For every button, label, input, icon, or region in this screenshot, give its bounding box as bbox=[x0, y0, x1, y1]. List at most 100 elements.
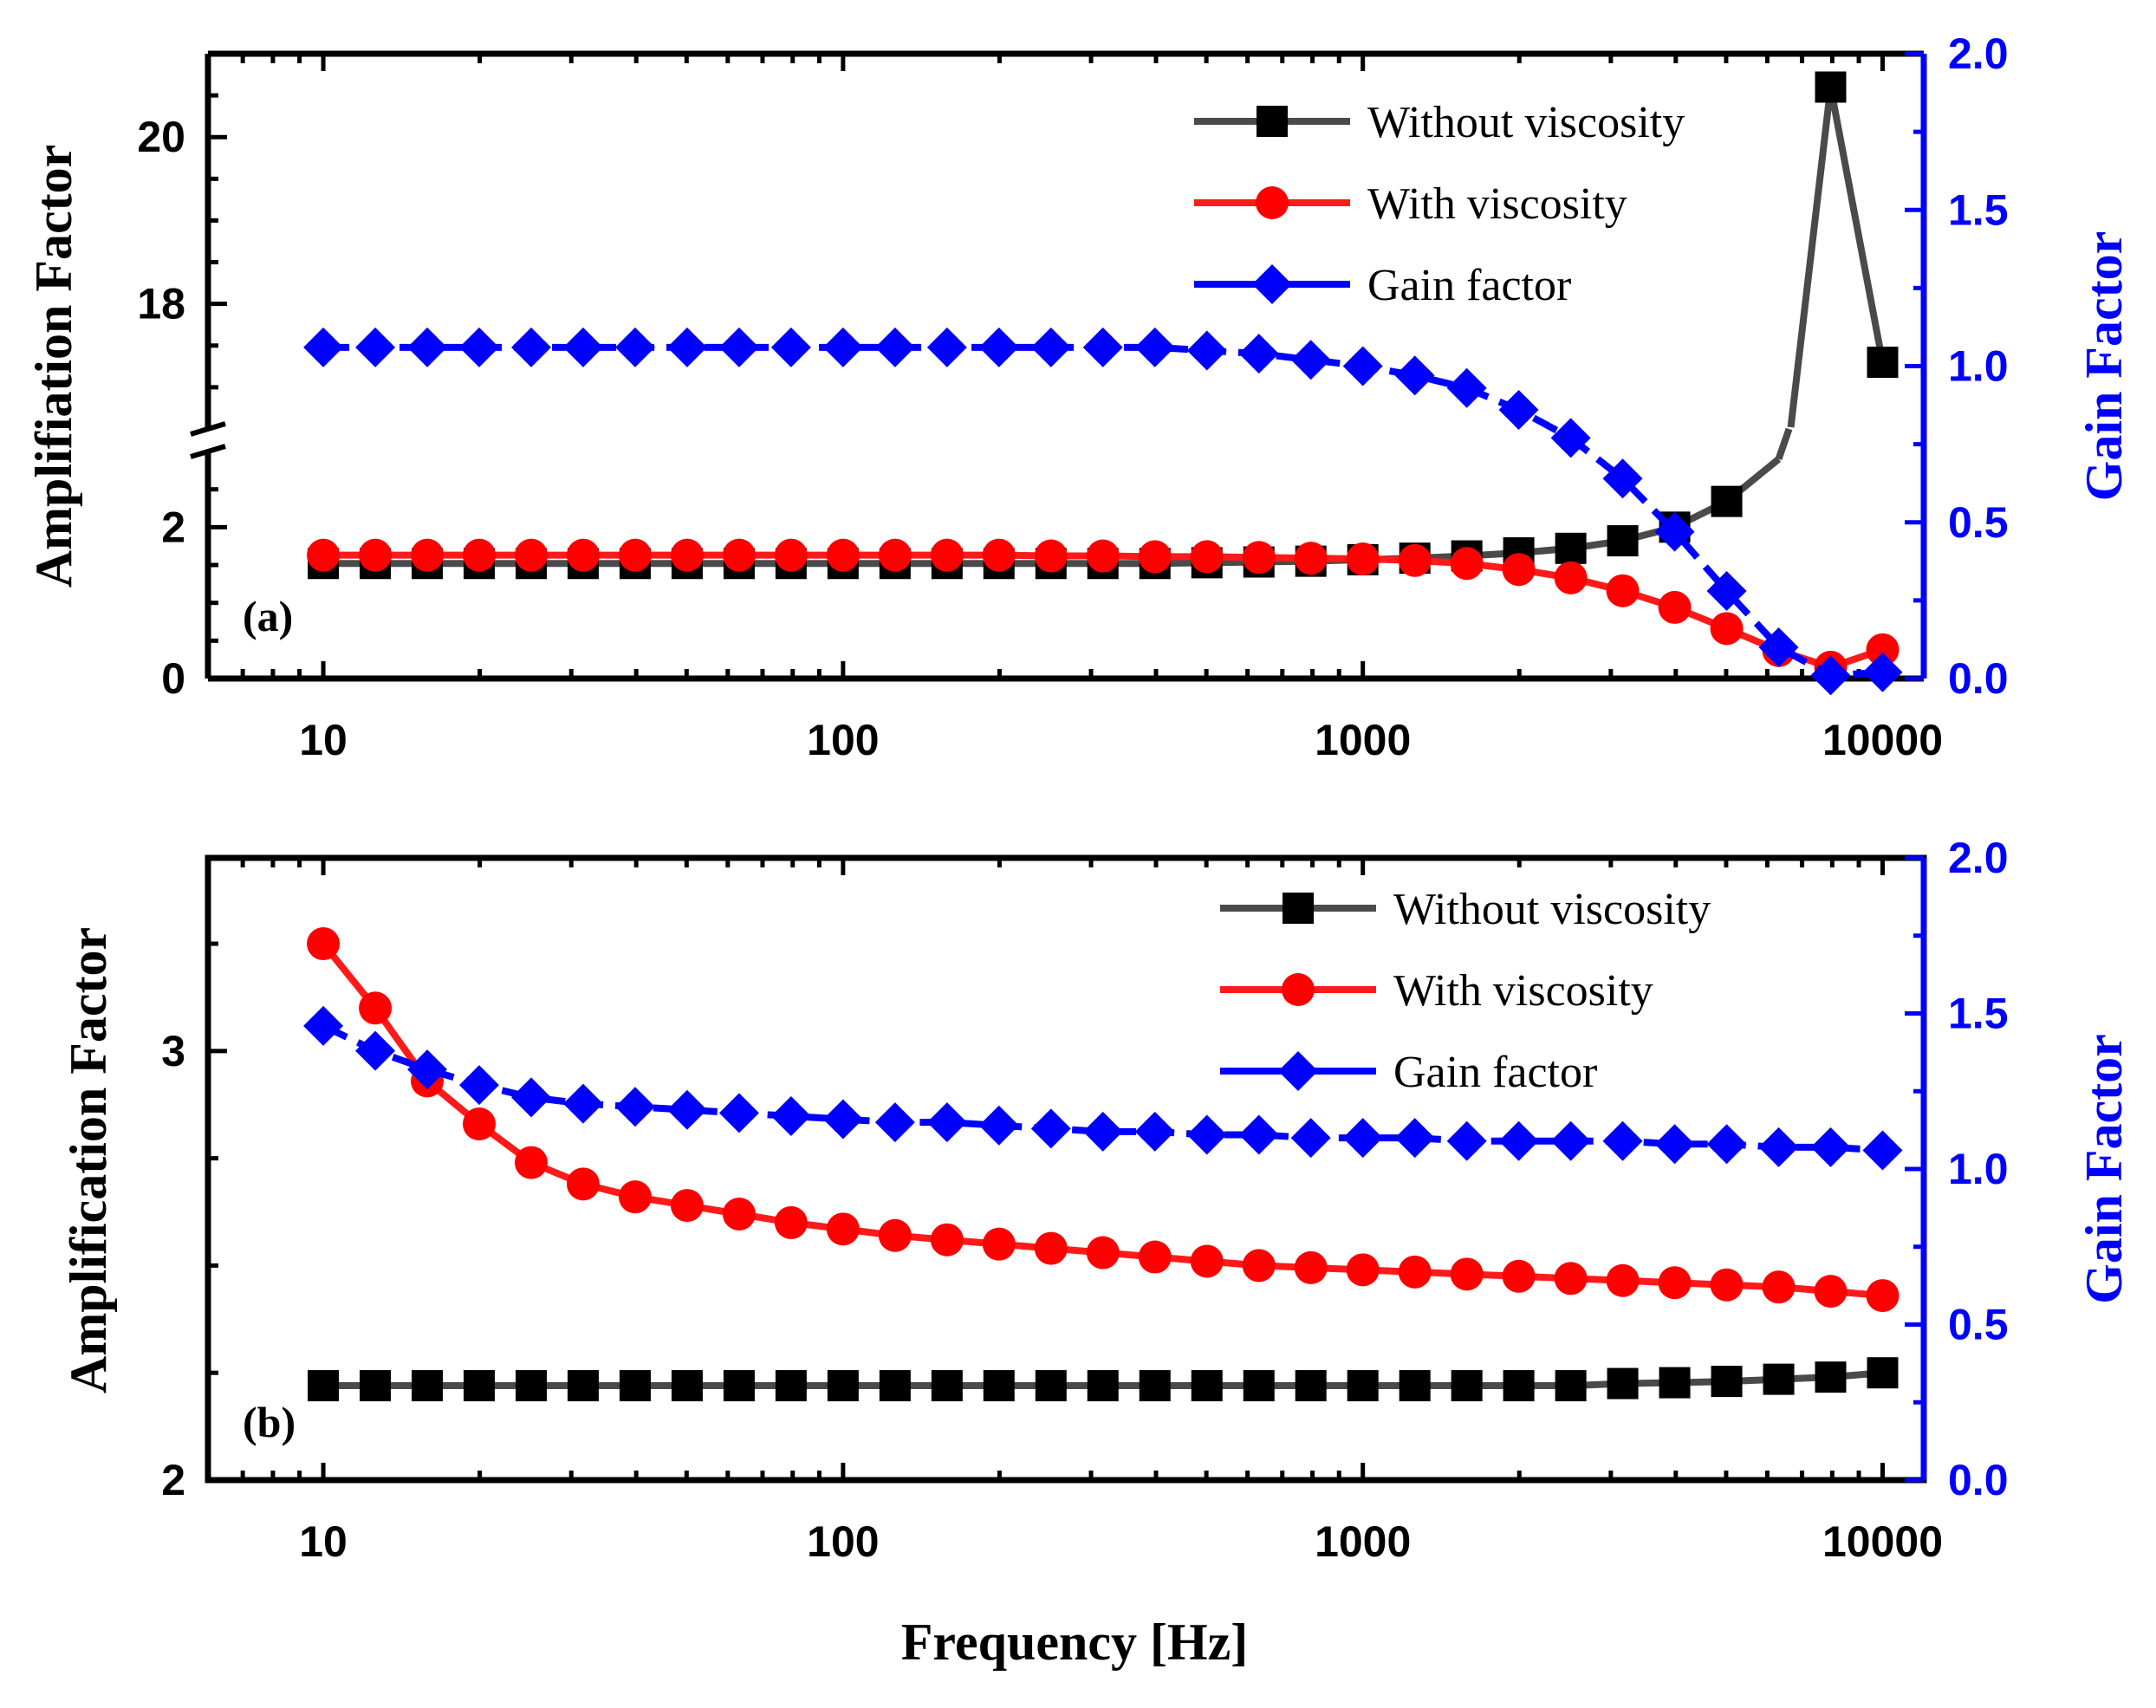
marker-diamond-a-2-5 bbox=[562, 327, 603, 367]
axis-break-mark bbox=[190, 421, 226, 437]
marker-diamond-a-2-12 bbox=[926, 327, 967, 367]
marker-diamond-b-2-10 bbox=[822, 1099, 863, 1140]
marker-diamond-a-2-24 bbox=[1550, 418, 1591, 458]
x-tick-label: 10000 bbox=[1822, 1517, 1943, 1566]
marker-square-b-0-30 bbox=[1867, 1357, 1899, 1389]
marker-diamond-a-2-29 bbox=[1810, 655, 1851, 696]
marker-circle-a-1-3 bbox=[462, 538, 496, 572]
marker-circle-b-1-0 bbox=[307, 927, 341, 961]
marker-circle-a-1-22 bbox=[1450, 547, 1484, 581]
marker-diamond-a-2-11 bbox=[874, 327, 915, 367]
panel-b: 10 100 1000 10000 2 3 Amplification Factor 0.0 0… bbox=[60, 834, 2133, 1566]
marker-diamond-a-2-9 bbox=[770, 327, 811, 367]
marker-circle-b-1-24 bbox=[1554, 1262, 1588, 1296]
marker-circle-legend-1 bbox=[1256, 186, 1289, 219]
marker-circle-a-1-12 bbox=[930, 538, 964, 572]
panel-label: (b) bbox=[243, 1398, 295, 1446]
marker-diamond-b-2-15 bbox=[1082, 1111, 1123, 1152]
marker-circle-b-1-28 bbox=[1762, 1270, 1796, 1304]
marker-diamond-b-2-16 bbox=[1134, 1111, 1175, 1152]
marker-circle-a-1-1 bbox=[359, 538, 393, 572]
marker-square-legend-0 bbox=[1257, 106, 1288, 137]
marker-diamond-a-2-0 bbox=[303, 327, 344, 367]
marker-diamond-b-2-18 bbox=[1238, 1114, 1279, 1155]
marker-diamond-a-2-8 bbox=[718, 327, 759, 367]
marker-diamond-b-2-0 bbox=[303, 1005, 344, 1046]
left-tick-label: 3 bbox=[161, 1027, 185, 1075]
marker-circle-a-1-20 bbox=[1346, 542, 1380, 576]
marker-circle-b-1-22 bbox=[1450, 1257, 1484, 1291]
marker-circle-b-1-25 bbox=[1606, 1263, 1640, 1297]
marker-square-b-0-9 bbox=[775, 1370, 807, 1402]
marker-diamond-a-2-18 bbox=[1238, 334, 1279, 374]
marker-circle-a-1-14 bbox=[1034, 539, 1068, 573]
right-tick-label: 2.0 bbox=[1948, 29, 2009, 78]
marker-circle-a-1-25 bbox=[1606, 574, 1640, 607]
legend-label: Gain factor bbox=[1367, 261, 1571, 310]
x-tick-label: 10000 bbox=[1822, 716, 1943, 764]
marker-diamond-b-2-26 bbox=[1654, 1124, 1695, 1165]
marker-square-b-0-4 bbox=[516, 1370, 548, 1402]
marker-diamond-legend-2 bbox=[1252, 264, 1292, 304]
marker-diamond-b-2-2 bbox=[407, 1049, 448, 1090]
marker-circle-a-1-6 bbox=[618, 538, 652, 572]
marker-diamond-a-2-30 bbox=[1862, 652, 1903, 692]
marker-circle-b-1-17 bbox=[1190, 1244, 1224, 1278]
marker-diamond-b-2-5 bbox=[562, 1083, 603, 1124]
right-tick-label: 1.0 bbox=[1948, 1145, 2009, 1193]
legend-label: Without viscosity bbox=[1367, 98, 1685, 147]
marker-circle-a-1-23 bbox=[1502, 553, 1536, 587]
marker-diamond-a-2-27 bbox=[1706, 571, 1747, 612]
marker-square-b-0-11 bbox=[879, 1370, 911, 1402]
x-tick-label: 10 bbox=[299, 1517, 347, 1566]
marker-diamond-a-2-3 bbox=[458, 327, 499, 367]
left-tick-label: 0 bbox=[161, 654, 185, 703]
marker-circle-a-1-0 bbox=[307, 538, 341, 572]
marker-square-a-0-25 bbox=[1607, 525, 1639, 557]
marker-circle-a-1-15 bbox=[1086, 539, 1120, 573]
panel-label: (a) bbox=[243, 592, 293, 640]
marker-circle-b-1-21 bbox=[1398, 1255, 1432, 1289]
marker-circle-b-1-23 bbox=[1502, 1259, 1536, 1293]
marker-diamond-b-2-9 bbox=[770, 1095, 811, 1136]
marker-square-b-0-7 bbox=[671, 1370, 703, 1402]
marker-square-b-0-8 bbox=[723, 1370, 755, 1402]
marker-circle-a-1-13 bbox=[982, 538, 1016, 572]
marker-square-b-0-18 bbox=[1243, 1370, 1275, 1402]
right-tick-label: 0.0 bbox=[1948, 1456, 2009, 1504]
marker-diamond-a-2-20 bbox=[1342, 346, 1383, 386]
left-tick-label: 18 bbox=[137, 280, 185, 328]
marker-diamond-a-2-17 bbox=[1186, 330, 1227, 371]
marker-circle-b-1-13 bbox=[982, 1227, 1016, 1261]
marker-circle-b-1-5 bbox=[566, 1167, 600, 1201]
marker-diamond-a-2-6 bbox=[614, 327, 655, 367]
marker-circle-b-1-16 bbox=[1138, 1240, 1172, 1274]
right-tick-label: 2.0 bbox=[1948, 834, 2009, 882]
marker-square-b-0-12 bbox=[931, 1370, 963, 1402]
marker-diamond-a-2-25 bbox=[1602, 458, 1643, 499]
marker-diamond-b-2-21 bbox=[1394, 1118, 1435, 1159]
marker-circle-a-1-16 bbox=[1138, 540, 1172, 574]
marker-square-b-0-23 bbox=[1503, 1370, 1535, 1402]
marker-circle-a-1-21 bbox=[1398, 543, 1432, 577]
marker-diamond-b-2-29 bbox=[1810, 1127, 1851, 1167]
marker-circle-b-1-15 bbox=[1086, 1236, 1120, 1270]
marker-diamond-b-2-28 bbox=[1758, 1127, 1799, 1167]
marker-diamond-a-2-7 bbox=[666, 327, 707, 367]
marker-circle-b-1-29 bbox=[1814, 1275, 1848, 1309]
right-tick-label: 0.0 bbox=[1948, 654, 2009, 703]
marker-circle-a-1-5 bbox=[566, 538, 600, 572]
left-axis-title: Amplifiation Factor bbox=[25, 145, 82, 588]
marker-diamond-b-2-13 bbox=[978, 1105, 1019, 1146]
marker-diamond-legend-2 bbox=[1278, 1051, 1318, 1091]
marker-diamond-b-2-17 bbox=[1186, 1114, 1227, 1155]
marker-circle-b-1-6 bbox=[618, 1180, 652, 1214]
marker-square-b-0-25 bbox=[1607, 1367, 1639, 1400]
marker-diamond-a-2-21 bbox=[1394, 355, 1435, 396]
marker-diamond-a-2-15 bbox=[1082, 327, 1123, 367]
x-tick-label: 1000 bbox=[1315, 716, 1411, 764]
marker-circle-a-1-2 bbox=[411, 538, 445, 572]
marker-circle-b-1-10 bbox=[826, 1212, 860, 1246]
marker-diamond-b-2-20 bbox=[1342, 1118, 1383, 1159]
marker-circle-b-1-18 bbox=[1242, 1249, 1276, 1283]
